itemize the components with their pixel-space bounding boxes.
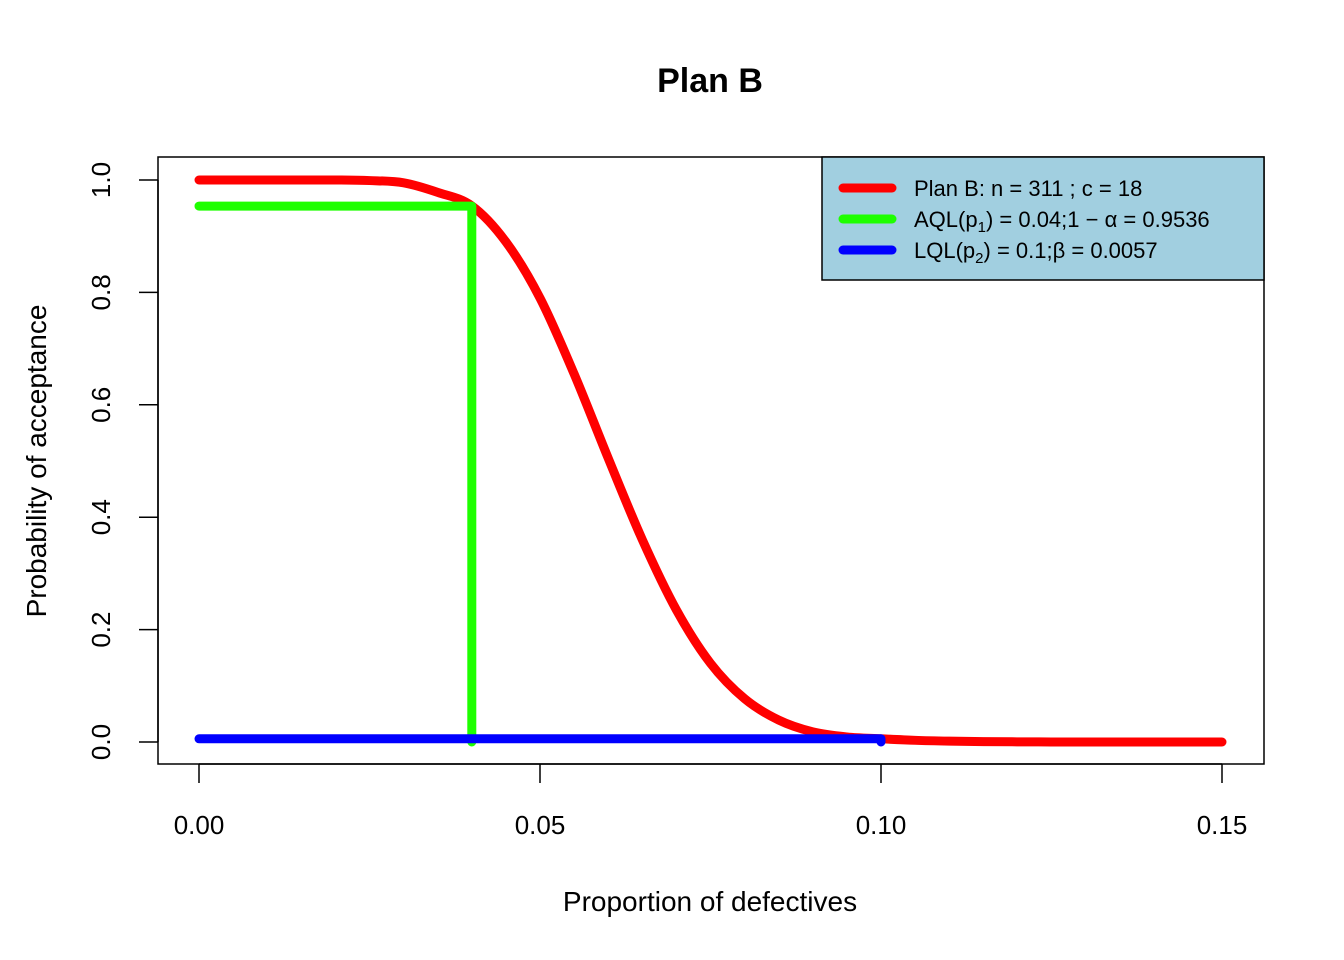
aql-marker-line: [194, 201, 477, 747]
legend-label-oc-curve: Plan B: n = 311 ; c = 18: [914, 176, 1142, 201]
y-tick-label: 1.0: [86, 162, 116, 198]
legend-label-aql: AQL(p1) = 0.04;1 − α = 0.9536: [914, 207, 1210, 236]
lql-marker-line: [194, 734, 886, 747]
x-axis-label: Proportion of defectives: [563, 886, 857, 917]
y-tick-label: 0.8: [86, 274, 116, 310]
x-tick-label: 0.15: [1197, 810, 1248, 840]
legend-label-lql: LQL(p2) = 0.1;β = 0.0057: [914, 238, 1158, 267]
x-axis: 0.00 0.05 0.10 0.15: [174, 763, 1248, 840]
y-axis-label: Probability of acceptance: [21, 305, 52, 618]
y-tick-label: 0.2: [86, 612, 116, 648]
x-tick-label: 0.05: [515, 810, 566, 840]
x-tick-label: 0.00: [174, 810, 225, 840]
y-tick-label: 0.4: [86, 499, 116, 535]
x-tick-label: 0.10: [856, 810, 907, 840]
chart-title: Plan B: [657, 62, 763, 100]
y-tick-label: 0.6: [86, 387, 116, 423]
y-tick-label: 0.0: [86, 724, 116, 760]
legend: Plan B: n = 311 ; c = 18 AQL(p1) = 0.04;…: [821, 156, 1265, 281]
oc-curve-line: [194, 175, 1227, 747]
series-layer: [194, 175, 1227, 747]
y-axis: 0.0 0.2 0.4 0.6 0.8 1.0: [86, 162, 159, 760]
